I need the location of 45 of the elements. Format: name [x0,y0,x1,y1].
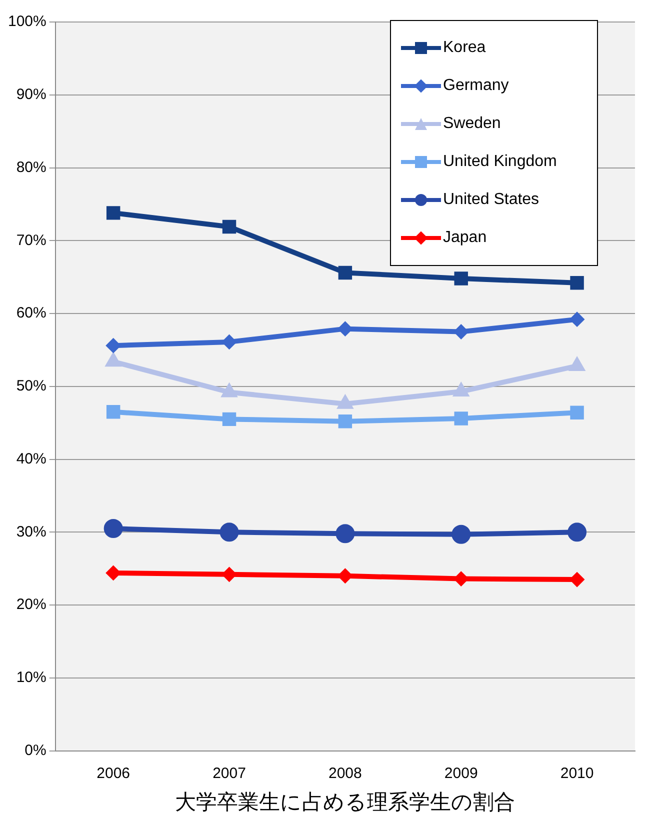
legend-label: Korea [443,39,486,57]
x-tick-label: 2009 [444,764,478,782]
point [106,405,120,419]
point [570,572,585,588]
legend-label: Japan [443,229,487,247]
y-tick-label: 30% [16,523,46,540]
y-tick-label: 20% [16,596,46,614]
point [454,272,468,286]
point [570,276,584,290]
y-tick-label: 60% [16,304,46,322]
point [338,414,352,428]
point [338,266,352,280]
point [106,206,120,220]
y-tick-label: 80% [16,158,46,176]
point [568,522,587,542]
point [452,524,471,544]
legend-label: Sweden [443,115,501,133]
x-tick-label: 2007 [212,764,246,782]
legend-label: United Kingdom [443,153,557,171]
point [570,406,584,420]
point [104,519,123,538]
y-tick-label: 40% [16,450,46,468]
point [222,334,237,350]
legend-label: Germany [443,77,509,95]
legend-label: United States [443,191,540,209]
point [570,312,585,327]
point [106,338,121,354]
y-tick-label: 50% [16,378,46,395]
point [106,565,121,580]
y-tick-label: 10% [16,669,46,686]
y-tick-label: 90% [16,86,46,104]
point [338,568,353,584]
y-tick-label: 0% [24,742,46,759]
y-tick-label: 70% [16,232,46,249]
point [222,412,236,426]
point [222,220,236,234]
x-tick-label: 2008 [328,764,362,782]
point [454,412,468,426]
point [220,522,239,542]
x-axis-title: 大学卒業生に占める理系学生の割合 [175,790,516,814]
point [454,324,469,340]
x-tick-label: 2006 [96,764,130,782]
y-tick-label: 100% [8,13,46,30]
point [336,524,355,544]
x-tick-label: 2010 [560,764,594,782]
